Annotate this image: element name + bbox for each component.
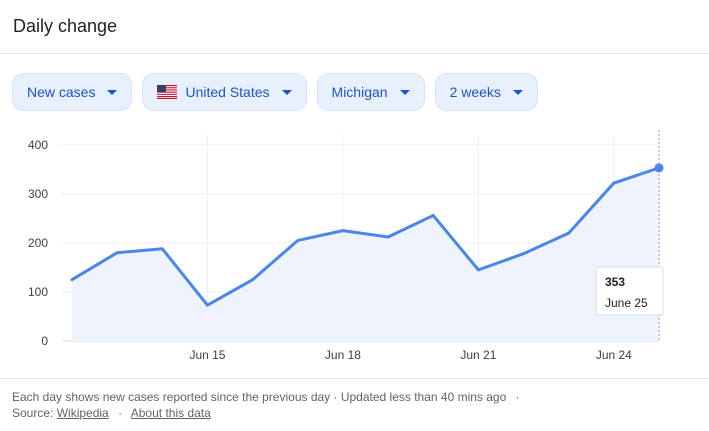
tooltip-value: 353 xyxy=(605,275,625,289)
metric-dropdown[interactable]: New cases xyxy=(12,73,133,111)
filter-bar: New cases United States Michigan 2 weeks xyxy=(12,73,538,111)
region-dropdown-label: Michigan xyxy=(331,84,388,100)
source-label: Source: xyxy=(12,406,54,420)
x-tick-label: Jun 18 xyxy=(325,348,361,362)
y-tick-label: 400 xyxy=(28,138,48,152)
y-tick-label: 0 xyxy=(41,334,48,348)
chevron-down-icon xyxy=(399,89,410,95)
tooltip-date: June 25 xyxy=(605,296,648,310)
country-dropdown-label: United States xyxy=(185,84,270,100)
y-tick-label: 200 xyxy=(28,236,48,250)
series-line xyxy=(70,166,661,307)
source-link[interactable]: Wikipedia xyxy=(56,406,109,420)
x-tick-label: Jun 21 xyxy=(460,348,496,362)
us-flag-icon xyxy=(157,85,178,99)
chevron-down-icon xyxy=(281,89,292,95)
y-tick-label: 300 xyxy=(28,187,48,201)
separator-dot: · xyxy=(118,406,123,420)
footer-description: Each day shows new cases reported since … xyxy=(12,390,507,404)
chevron-down-icon xyxy=(512,89,523,95)
highlighted-data-point[interactable] xyxy=(654,163,664,173)
separator-dot: · xyxy=(515,390,520,404)
tooltip-box xyxy=(595,266,664,316)
chart-footer: Each day shows new cases reported since … xyxy=(0,378,709,421)
country-dropdown[interactable]: United States xyxy=(142,73,307,111)
timespan-dropdown[interactable]: 2 weeks xyxy=(434,73,538,111)
x-tick-label: Jun 24 xyxy=(596,348,632,362)
region-dropdown[interactable]: Michigan xyxy=(316,73,425,111)
card-header: Daily change xyxy=(0,0,709,54)
about-data-link[interactable]: About this data xyxy=(130,406,211,420)
timespan-dropdown-label: 2 weeks xyxy=(449,84,501,100)
line-chart[interactable]: 0 100 200 300 400 Jun 15 Jun 18 Jun 21 Jun 24 353… xyxy=(0,125,709,375)
x-tick-label: Jun 15 xyxy=(189,348,225,362)
series-area xyxy=(72,167,659,341)
y-tick-label: 100 xyxy=(28,285,48,299)
chevron-down-icon xyxy=(107,89,118,95)
metric-dropdown-label: New cases xyxy=(27,84,96,100)
card-title: Daily change xyxy=(13,16,118,36)
